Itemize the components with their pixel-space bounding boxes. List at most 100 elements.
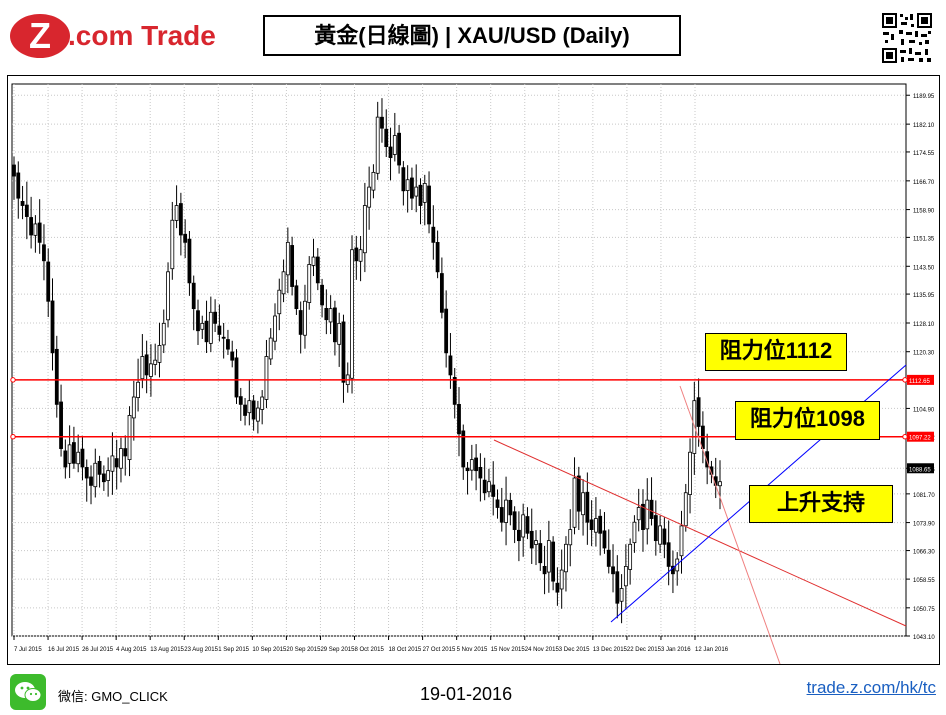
candle: [525, 516, 530, 534]
candle: [101, 473, 106, 483]
candle: [491, 484, 496, 497]
candle: [20, 201, 25, 206]
candle: [294, 285, 299, 310]
x-tick-label: 16 Jul 2015: [48, 647, 80, 653]
x-tick-label: 26 Jul 2015: [82, 647, 114, 653]
candle: [718, 481, 722, 487]
candle: [568, 529, 573, 546]
price-tag-label: 1097.22: [909, 436, 931, 442]
candle: [315, 256, 320, 284]
candle: [59, 401, 63, 449]
candle: [251, 400, 256, 420]
price-tag: [907, 374, 934, 385]
candle: [358, 249, 363, 262]
candle: [285, 241, 290, 276]
candle: [234, 357, 239, 398]
candle: [465, 467, 470, 472]
candle: [12, 164, 16, 177]
candle: [688, 451, 692, 495]
qr-code-icon[interactable]: [881, 12, 933, 64]
candle: [183, 233, 188, 243]
candle: [153, 359, 158, 365]
candle: [705, 451, 710, 468]
candle: [482, 479, 487, 494]
resistance-label-1098: 阻力位1098: [735, 401, 880, 440]
candle: [333, 307, 337, 343]
candle: [178, 203, 183, 236]
candle: [683, 492, 688, 527]
candle: [119, 448, 123, 469]
candle: [200, 322, 205, 330]
y-tick-label: 1128.10: [913, 322, 935, 328]
candle: [106, 470, 111, 481]
candle: [431, 226, 436, 243]
candle: [534, 540, 538, 545]
candle: [452, 376, 457, 405]
candle: [380, 116, 384, 129]
candle: [29, 217, 34, 236]
candle: [72, 442, 76, 464]
wechat-icon[interactable]: [10, 674, 46, 710]
candle: [422, 183, 427, 203]
candle: [546, 540, 551, 573]
y-tick-label: 1050.75: [913, 607, 935, 613]
x-tick-label: 5 Nov 2015: [457, 647, 488, 653]
logo-mark: Z: [10, 14, 70, 58]
support-label: 上升支持: [749, 485, 893, 523]
descending-trendline: [493, 439, 907, 627]
candle: [414, 186, 419, 197]
candle: [435, 242, 440, 273]
candle: [448, 355, 453, 376]
chart-title: 黃金(日線圖) | XAU/USD (Daily): [263, 15, 681, 56]
candle: [268, 337, 273, 360]
candle: [204, 320, 209, 343]
candle: [213, 311, 218, 324]
candle: [512, 511, 517, 530]
y-tick-label: 1158.90: [913, 209, 935, 215]
candle: [564, 543, 568, 573]
candle: [649, 499, 654, 519]
x-tick-label: 15 Nov 2015: [491, 647, 526, 653]
candle: [405, 179, 410, 191]
falling-trendline: [679, 385, 781, 664]
report-date: 19-01-2016: [420, 684, 513, 704]
candle: [499, 507, 504, 523]
candle: [110, 455, 115, 472]
x-tick-label: 27 Oct 2015: [423, 647, 456, 653]
y-tick-label: 1073.90: [913, 522, 935, 528]
candle: [67, 444, 72, 464]
candle: [632, 521, 637, 544]
candle: [555, 582, 560, 593]
candle: [307, 264, 312, 303]
candle: [623, 566, 628, 587]
candle: [144, 354, 149, 376]
candle: [247, 400, 252, 414]
x-tick-label: 24 Nov 2015: [525, 647, 560, 653]
y-tick-label: 1189.95: [913, 94, 935, 100]
candle: [636, 507, 641, 521]
candle: [427, 185, 431, 225]
candle: [33, 223, 38, 236]
candle: [619, 588, 624, 602]
candle: [444, 308, 449, 354]
candle: [589, 519, 594, 530]
candle: [174, 205, 179, 221]
candle: [653, 515, 658, 542]
candle: [696, 397, 701, 427]
candle: [551, 541, 556, 582]
candle: [572, 477, 577, 528]
x-tick-label: 10 Sep 2015: [252, 647, 287, 653]
candle: [487, 481, 491, 493]
candle: [273, 315, 277, 342]
candle: [84, 467, 89, 479]
candle: [457, 403, 461, 435]
candle: [298, 310, 303, 335]
candle: [521, 514, 526, 538]
candle: [230, 351, 235, 361]
website-link[interactable]: trade.z.com/hk/tc: [806, 678, 936, 697]
candle: [662, 528, 667, 545]
candle: [217, 325, 222, 335]
y-tick-label: 1066.30: [913, 550, 935, 556]
candle: [645, 499, 650, 530]
candle: [606, 549, 611, 567]
